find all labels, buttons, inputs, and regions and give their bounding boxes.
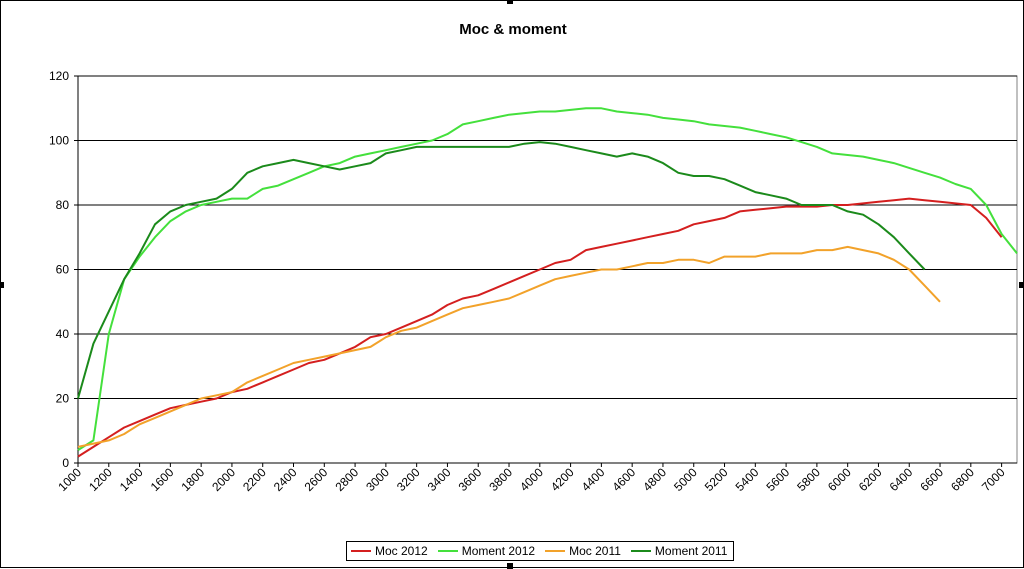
x-tick-label: 3200 [394, 465, 423, 494]
y-tick-label: 0 [62, 456, 69, 470]
x-tick-label: 1000 [55, 465, 84, 494]
x-tick-label: 3000 [363, 465, 392, 494]
x-tick-label: 4000 [517, 465, 546, 494]
x-tick-label: 3400 [425, 465, 454, 494]
legend-item: Moc 2011 [545, 544, 621, 558]
y-tick-label: 40 [56, 327, 70, 341]
y-tick-label: 80 [56, 198, 70, 212]
resize-handle-left[interactable] [0, 282, 4, 288]
legend-item: Moc 2012 [351, 544, 428, 558]
x-tick-label: 2600 [302, 465, 331, 494]
legend-item: Moment 2011 [630, 544, 728, 558]
x-tick-label: 2400 [271, 465, 300, 494]
legend-label: Moc 2011 [569, 544, 621, 558]
legend-swatch [545, 550, 566, 552]
x-axis: 1000 1200 1400 1600 1800 2000 2200 2400 2600 2800… [55, 462, 1017, 494]
series-line-2 [77, 245, 941, 448]
legend-swatch [437, 550, 458, 552]
x-tick-label: 2200 [240, 465, 269, 494]
legend-label: Moc 2012 [375, 544, 428, 558]
y-tick-label: 60 [56, 263, 70, 277]
y-tick-label: 20 [56, 392, 70, 406]
legend-swatch [351, 550, 371, 552]
x-tick-label: 4200 [548, 465, 577, 494]
x-tick-label: 6800 [948, 465, 977, 494]
resize-handle-right[interactable] [1019, 282, 1024, 288]
y-tick-label: 120 [49, 69, 69, 83]
x-tick-label: 3600 [456, 465, 485, 494]
x-tick-label: 6000 [825, 465, 854, 494]
x-tick-label: 5800 [794, 465, 823, 494]
resize-handle-top[interactable] [507, 0, 513, 4]
resize-handle-bottom[interactable] [507, 563, 513, 569]
legend-label: Moment 2012 [461, 544, 536, 558]
x-tick-label: 5400 [733, 465, 762, 494]
x-tick-label: 6400 [887, 465, 916, 494]
x-tick-label: 4600 [610, 465, 639, 494]
x-tick-label: 1600 [148, 465, 177, 494]
y-tick-label: 100 [49, 134, 69, 148]
chart-title: Moc & moment [459, 21, 567, 38]
x-tick-label: 1400 [117, 465, 146, 494]
legend-label: Moment 2011 [654, 544, 728, 558]
legend-item: Moment 2012 [437, 544, 536, 558]
x-tick-label: 6200 [856, 465, 885, 494]
x-tick-label: 1800 [178, 465, 207, 494]
x-tick-label: 7000 [979, 465, 1008, 494]
legend: Moc 2012 Moment 2012 Moc 2011 Moment 2011 [346, 541, 735, 561]
series-line-1 [77, 107, 1018, 451]
x-tick-label: 5200 [702, 465, 731, 494]
x-tick-label: 1200 [86, 465, 115, 494]
x-tick-label: 3800 [486, 465, 515, 494]
grid-lines [78, 75, 1017, 399]
x-tick-label: 2000 [209, 465, 238, 494]
y-axis: 0 20 40 60 80 100 120 [49, 69, 79, 470]
series-line-3 [77, 141, 926, 399]
x-tick-label: 4800 [640, 465, 669, 494]
series-lines [77, 107, 1018, 458]
x-tick-label: 5000 [671, 465, 700, 494]
x-tick-label: 4400 [579, 465, 608, 494]
legend-swatch [630, 550, 651, 552]
x-tick-label: 2800 [332, 465, 361, 494]
x-tick-label: 5600 [763, 465, 792, 494]
x-tick-label: 6600 [917, 465, 946, 494]
